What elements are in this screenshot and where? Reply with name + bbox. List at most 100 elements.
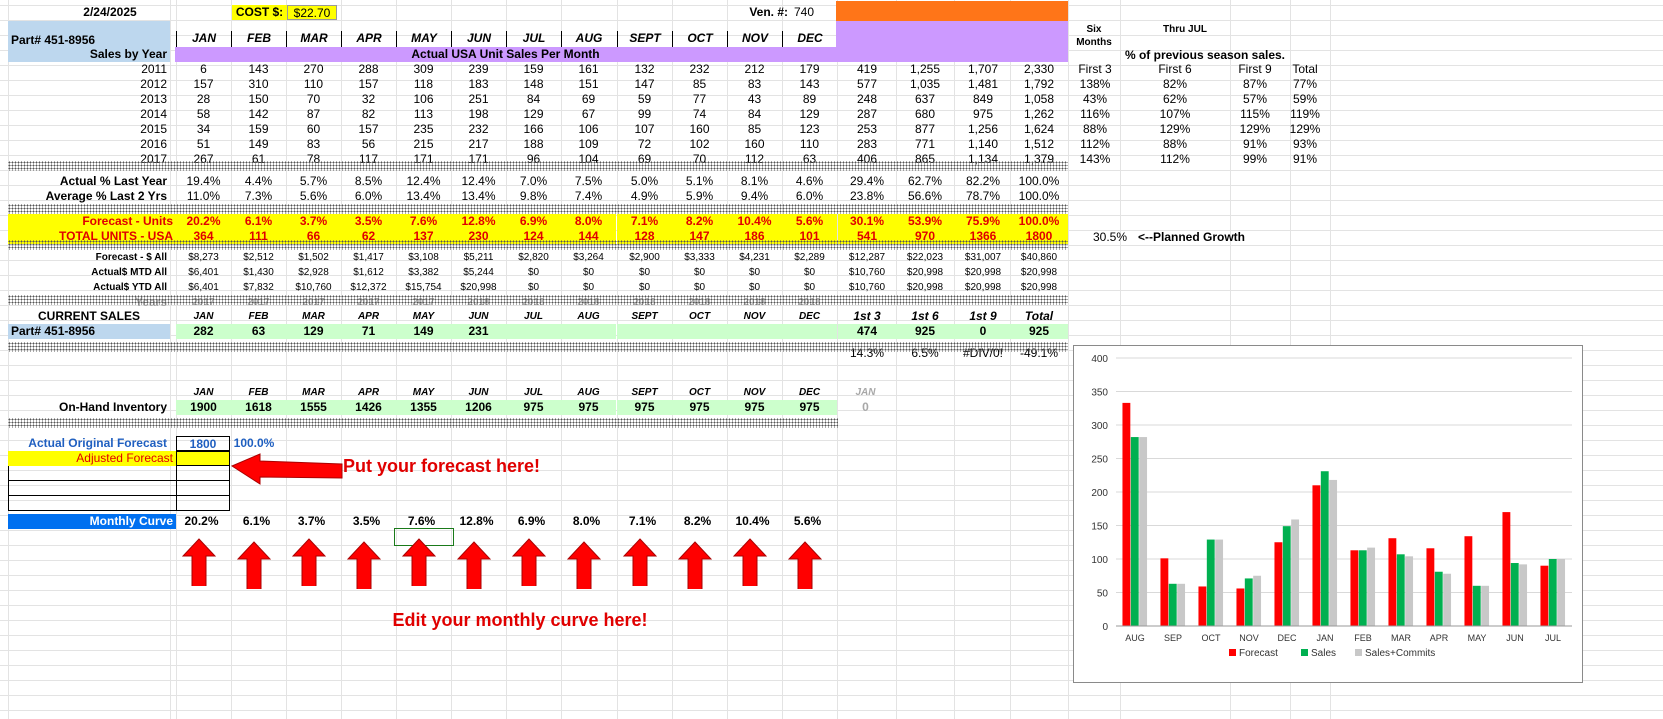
pct-cell[interactable]: 6.0% [354, 189, 383, 203]
total-cell[interactable]: 1,140 [967, 137, 999, 151]
money-cell[interactable]: $6,401 [188, 267, 219, 278]
part-row-cell[interactable]: 282 [176, 324, 231, 339]
sales-cell[interactable]: 198 [468, 107, 489, 121]
monthly-curve-cell[interactable]: 8.2% [683, 514, 712, 528]
money-cell[interactable]: $0 [748, 267, 761, 278]
forecast-units-total[interactable]: 30.1% [838, 214, 896, 229]
pct-cell[interactable]: 7.3% [244, 189, 273, 203]
monthly-curve-cell[interactable]: 12.8% [459, 514, 494, 528]
part-row-cell[interactable]: 63 [231, 324, 286, 339]
inventory-cell[interactable]: 1900 [176, 400, 231, 415]
total-cell[interactable]: 253 [856, 122, 878, 136]
sales-cell[interactable]: 28 [196, 92, 211, 106]
money-cell[interactable]: $0 [748, 282, 761, 293]
total-cell[interactable]: 680 [914, 107, 936, 121]
money-cell[interactable]: $6,401 [188, 282, 219, 293]
sales-cell[interactable]: 69 [581, 92, 596, 106]
money-cell[interactable]: $0 [638, 282, 651, 293]
sales-cell[interactable]: 60 [306, 122, 321, 136]
sales-cell[interactable]: 132 [634, 62, 655, 76]
money-cell[interactable]: $5,211 [463, 252, 494, 263]
money-total-cell[interactable]: $20,998 [1020, 282, 1058, 293]
sales-cell[interactable]: 151 [578, 77, 599, 91]
sales-cell[interactable]: 288 [358, 62, 379, 76]
money-cell[interactable]: $0 [803, 282, 816, 293]
sales-cell[interactable]: 56 [361, 137, 376, 151]
money-cell[interactable]: $2,928 [298, 267, 329, 278]
total-cell[interactable]: 975 [972, 107, 994, 121]
sales-cell[interactable]: 160 [744, 137, 765, 151]
sales-cell[interactable]: 83 [306, 137, 321, 151]
money-cell[interactable]: $12,372 [350, 282, 387, 293]
total-cell[interactable]: 419 [856, 62, 878, 76]
total-cell[interactable]: 1,792 [1023, 77, 1055, 91]
total-cell[interactable]: 248 [856, 92, 878, 106]
part-row-total[interactable]: 925 [896, 324, 954, 339]
forecast-blank-row[interactable] [8, 496, 230, 511]
sales-cell[interactable]: 310 [248, 77, 269, 91]
sales-cell[interactable]: 74 [692, 107, 707, 121]
pct-cell[interactable]: 5.1% [685, 174, 714, 188]
pct-total-cell[interactable]: 62.7% [907, 174, 943, 188]
monthly-curve-cell[interactable]: 3.7% [297, 514, 326, 528]
money-cell[interactable]: $2,289 [794, 252, 825, 263]
sales-cell[interactable]: 309 [413, 62, 434, 76]
sales-cell[interactable]: 270 [303, 62, 324, 76]
money-total-cell[interactable]: $12,287 [848, 252, 886, 263]
pct-cell[interactable]: 5.9% [685, 189, 714, 203]
pct-total-cell[interactable]: 100.0% [1018, 174, 1060, 188]
sales-cell[interactable]: 147 [634, 77, 655, 91]
cost-value[interactable]: $22.70 [287, 5, 337, 20]
money-total-cell[interactable]: $20,998 [1020, 267, 1058, 278]
total-cell[interactable]: 577 [856, 77, 878, 91]
money-cell[interactable]: $8,273 [188, 252, 219, 263]
money-cell[interactable]: $2,512 [243, 252, 274, 263]
pct-total-cell[interactable]: 82.2% [965, 174, 1001, 188]
monthly-curve-cell[interactable]: 7.6% [407, 514, 436, 528]
money-cell[interactable]: $3,333 [684, 252, 715, 263]
sales-cell[interactable]: 212 [744, 62, 765, 76]
inventory-cell[interactable]: 1618 [231, 400, 286, 415]
sales-cell[interactable]: 99 [637, 107, 652, 121]
sales-cell[interactable]: 34 [196, 122, 211, 136]
sales-cell[interactable]: 82 [361, 107, 376, 121]
part-row-cell[interactable] [506, 324, 561, 339]
sales-cell[interactable]: 70 [306, 92, 321, 106]
money-total-cell[interactable]: $20,998 [964, 282, 1002, 293]
sales-cell[interactable]: 150 [248, 92, 269, 106]
sales-cell[interactable]: 179 [799, 62, 820, 76]
part-row-cell[interactable] [727, 324, 782, 339]
pct-cell[interactable]: 7.4% [574, 189, 603, 203]
date-cell[interactable]: 2/24/2025 [83, 5, 137, 19]
money-cell[interactable]: $0 [582, 282, 595, 293]
adjusted-forecast-input[interactable] [176, 451, 230, 466]
sales-cell[interactable]: 84 [747, 107, 762, 121]
sales-cell[interactable]: 143 [248, 62, 269, 76]
sales-cell[interactable]: 113 [413, 107, 434, 121]
sales-cell[interactable]: 239 [468, 62, 489, 76]
sales-cell[interactable]: 106 [578, 122, 599, 136]
pct-cell[interactable]: 8.5% [354, 174, 383, 188]
money-cell[interactable]: $15,754 [405, 282, 442, 293]
sales-cell[interactable]: 183 [468, 77, 489, 91]
pct-total-cell[interactable]: 78.7% [965, 189, 1001, 203]
money-cell[interactable]: $0 [638, 267, 651, 278]
inventory-cell[interactable]: 975 [727, 400, 782, 415]
pct-cell[interactable]: 13.4% [406, 189, 441, 203]
sales-cell[interactable]: 232 [468, 122, 489, 136]
money-total-cell[interactable]: $20,998 [906, 267, 944, 278]
pct-cell[interactable]: 12.4% [461, 174, 496, 188]
forecast-units-total[interactable]: 100.0% [1010, 214, 1068, 229]
money-total-cell[interactable]: $20,998 [906, 282, 944, 293]
total-cell[interactable]: 849 [972, 92, 994, 106]
sales-cell[interactable]: 102 [689, 137, 710, 151]
pct-total-cell[interactable]: 29.4% [849, 174, 885, 188]
forecast-units-cell[interactable]: 3.7% [286, 214, 341, 229]
sales-cell[interactable]: 85 [747, 122, 762, 136]
total-cell[interactable]: 1,481 [967, 77, 999, 91]
money-cell[interactable]: $1,430 [243, 267, 274, 278]
sales-cell[interactable]: 143 [799, 77, 820, 91]
pct-cell[interactable]: 13.4% [461, 189, 496, 203]
part-row-cell[interactable]: 231 [451, 324, 506, 339]
monthly-curve-cell[interactable]: 6.1% [242, 514, 271, 528]
